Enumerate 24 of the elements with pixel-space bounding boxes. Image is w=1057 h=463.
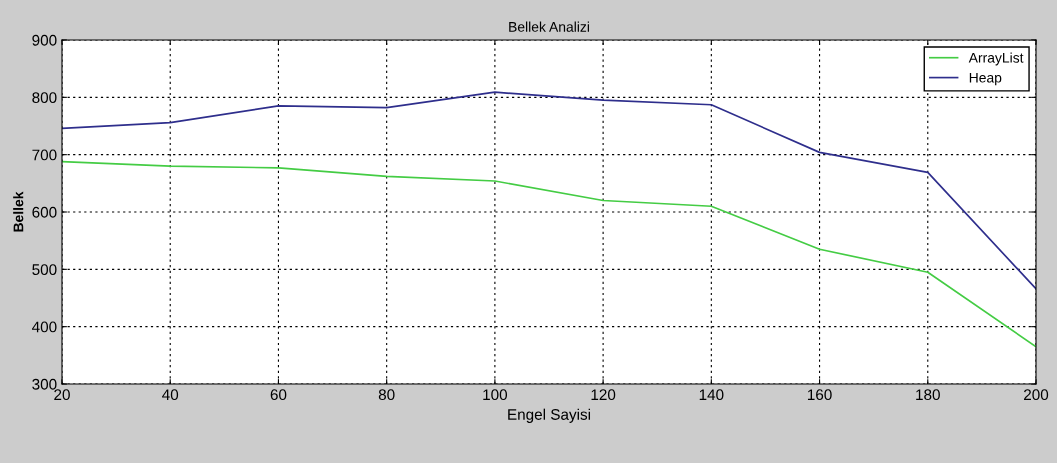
y-tick-label: 900 xyxy=(32,34,57,46)
y-tick-label: 400 xyxy=(32,321,57,333)
legend-label: Heap xyxy=(969,72,1002,86)
x-tick-label: 120 xyxy=(591,389,616,401)
x-axis-title: Engel Sayisi xyxy=(508,408,591,423)
y-axis-title: Bellek xyxy=(13,191,24,232)
chart-title: Bellek Analizi xyxy=(509,21,589,32)
x-tick-label: 40 xyxy=(162,389,179,401)
x-tick-label: 100 xyxy=(483,389,508,401)
legend-label: ArrayList xyxy=(968,52,1024,66)
y-tick-label: 500 xyxy=(32,264,57,276)
y-tick-label: 800 xyxy=(32,92,57,104)
line-series xyxy=(62,91,1036,290)
line-series xyxy=(62,160,1036,348)
y-tick-label: 700 xyxy=(32,149,57,161)
y-tick-label: 300 xyxy=(32,378,57,390)
x-tick-label: 200 xyxy=(1024,389,1049,401)
x-tick-label: 80 xyxy=(378,389,395,401)
x-tick-label: 160 xyxy=(807,389,832,401)
y-tick-label: 600 xyxy=(32,206,57,218)
x-tick-label: 180 xyxy=(916,389,940,401)
x-tick-label: 20 xyxy=(54,389,70,401)
x-tick-label: 140 xyxy=(699,389,724,401)
x-tick-label: 60 xyxy=(270,389,287,401)
